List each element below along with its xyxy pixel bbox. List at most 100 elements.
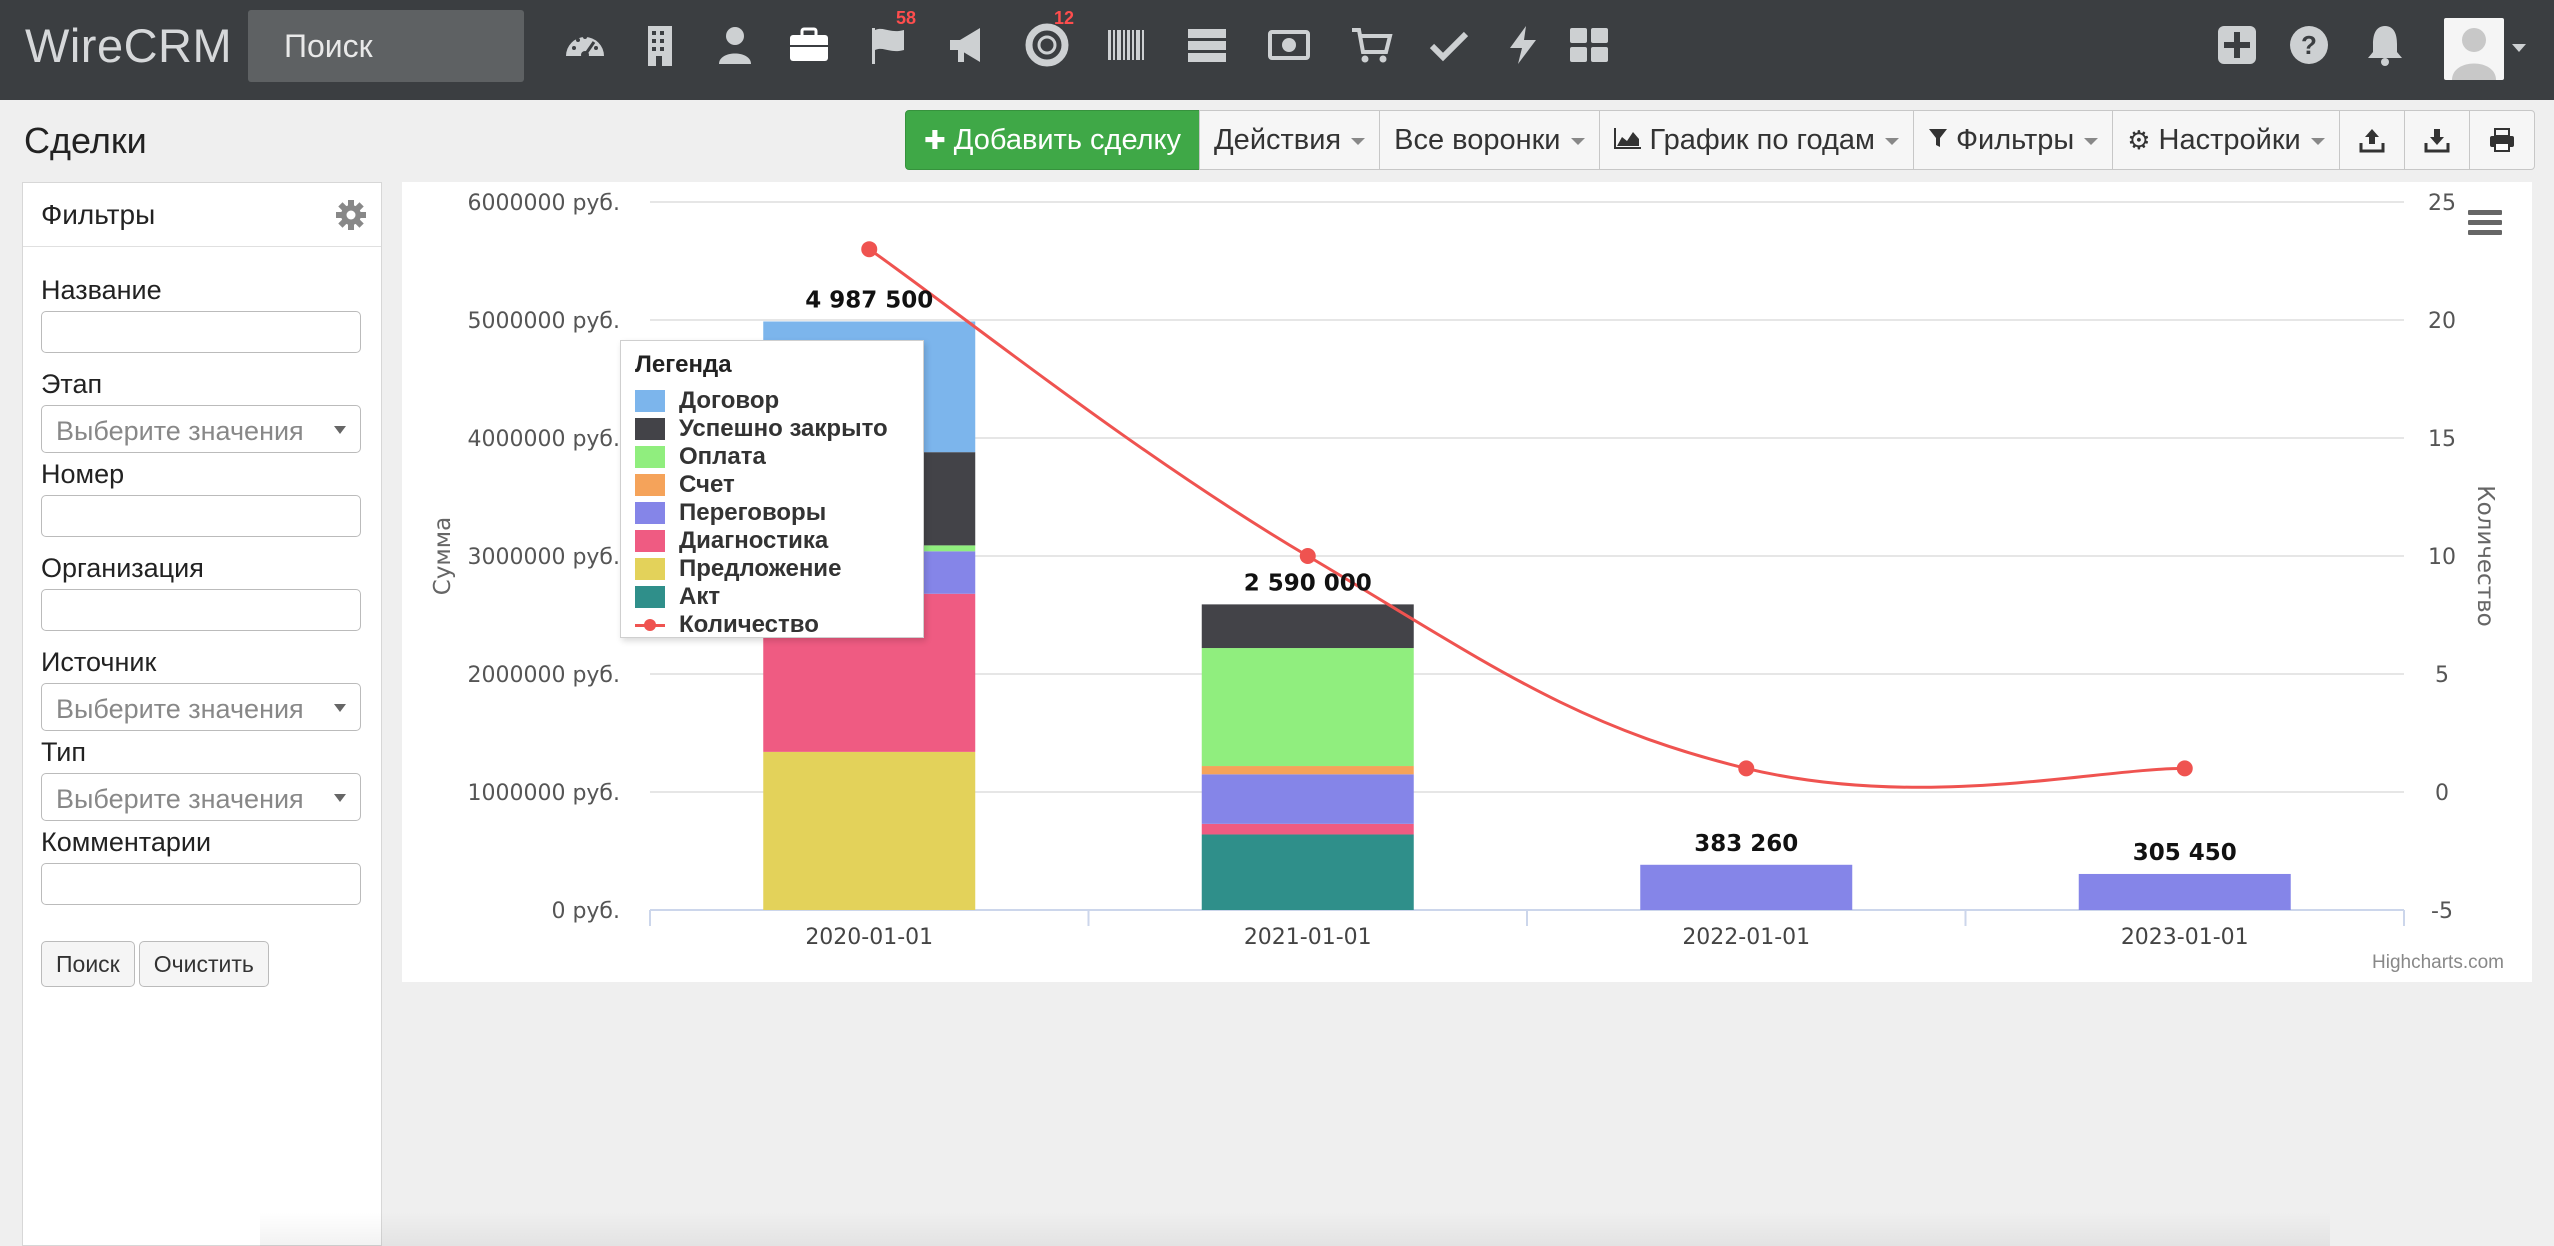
legend-item[interactable]: Переговоры [635,499,909,527]
server-icon[interactable] [1184,22,1230,68]
bar-total-label: 383 260 [1694,831,1798,857]
bar-total-label: 4 987 500 [805,287,933,313]
filter-stage-select[interactable]: Выберите значения [41,405,361,453]
import-button[interactable] [2403,110,2470,170]
y-tick-label: 4000000 руб. [467,427,620,452]
legend-swatch [635,446,665,468]
count-point [861,241,878,258]
bar-segment [1201,834,1414,910]
y-tick-label: 5000000 руб. [467,309,620,334]
plus-square-icon[interactable] [2214,22,2260,68]
legend-swatch [635,502,665,524]
actions-dropdown[interactable]: Действия [1199,110,1381,170]
export-button[interactable] [2338,110,2405,170]
settings-dropdown[interactable]: ⚙ Настройки [2112,110,2340,170]
legend-item[interactable]: Акт [635,583,909,611]
legend-item[interactable]: Оплата [635,443,909,471]
legend-item[interactable]: Успешно закрыто [635,415,909,443]
filter-search-button[interactable]: Поиск [41,941,135,987]
help-icon[interactable]: ? [2286,22,2332,68]
filters-panel-header: Фильтры [23,183,381,247]
actions-label: Действия [1214,123,1342,156]
chart-credits[interactable]: Highcharts.com [2372,952,2504,973]
legend-label: Предложение [679,555,842,582]
filters-actions: Поиск Очистить [41,941,363,987]
download-icon [2424,129,2450,153]
chevron-down-icon[interactable] [2512,44,2526,52]
print-button[interactable] [2468,110,2535,170]
check-icon[interactable] [1426,22,1472,68]
user-avatar[interactable] [2444,18,2504,80]
app-logo[interactable]: WireCRM [25,19,233,72]
x-tick-label: 2023-01-01 [2121,925,2249,950]
lifebuoy-icon[interactable]: 12 [1024,8,1074,68]
grid-icon[interactable] [1566,22,1612,68]
filter-stage-label: Этап [41,369,103,399]
bar-segment [1201,823,1414,835]
funnels-dropdown[interactable]: Все воронки [1379,110,1600,170]
legend-label: Переговоры [679,499,827,526]
add-deal-button[interactable]: ✚ Добавить сделку [905,110,1201,170]
filter-organization-input[interactable] [41,589,361,631]
gear-icon[interactable] [335,199,367,231]
legend-item[interactable]: Предложение [635,555,909,583]
legend-item[interactable]: Счет [635,471,909,499]
y2-tick-label: 25 [2428,191,2456,216]
megaphone-icon[interactable] [944,22,990,68]
plus-icon: ✚ [924,124,946,155]
filter-comments-input[interactable] [41,863,361,905]
filter-number-label: Номер [41,459,125,489]
legend-swatch [635,530,665,552]
caret-down-icon [1570,138,1585,145]
legend-label: Диагностика [679,527,829,554]
legend-swatch [635,474,665,496]
filter-name-input[interactable] [41,311,361,353]
y-tick-label: 6000000 руб. [467,191,620,216]
legend-label: Количество [679,611,819,638]
filter-source-label: Источник [41,647,157,677]
filter-clear-button[interactable]: Очистить [138,941,269,987]
filter-type-label: Тип [41,737,87,767]
legend-item[interactable]: Договор [635,387,909,415]
bolt-icon[interactable] [1500,22,1546,68]
legend-label: Успешно закрыто [679,415,888,442]
user-icon[interactable] [712,22,758,68]
page-bottom-shadow [260,1212,2330,1246]
cart-icon[interactable] [1348,22,1394,68]
barcode-icon[interactable] [1104,22,1150,68]
bell-icon[interactable] [2362,22,2408,68]
filter-type-select[interactable]: Выберите значения [41,773,361,821]
legend-item[interactable]: Количество [635,611,909,639]
filters-dropdown[interactable]: Фильтры [1912,110,2114,170]
page-title: Сделки [24,120,147,161]
money-icon[interactable] [1266,22,1312,68]
building-icon[interactable] [638,22,684,68]
y2-tick-label: -5 [2431,899,2453,924]
chart-by-years-dropdown[interactable]: График по годам [1598,110,1914,170]
dashboard-icon[interactable] [562,22,608,68]
briefcase-icon[interactable] [786,22,832,68]
funnel-icon [1928,125,1948,156]
print-icon [2489,128,2514,152]
flag-icon[interactable]: 58 [866,8,916,68]
filter-number-input[interactable] [41,495,361,537]
caret-down-icon [2084,138,2099,145]
x-tick-label: 2020-01-01 [805,925,933,950]
filters-panel-title: Фильтры [41,198,156,230]
filter-source-select[interactable]: Выберите значения [41,683,361,731]
svg-text:?: ? [2301,30,2317,60]
add-deal-label: Добавить сделку [953,123,1182,156]
y2-tick-label: 0 [2435,781,2449,806]
filters-panel: Фильтры Название Этап Выберите значения … [22,182,382,1246]
legend-item[interactable]: Диагностика [635,527,909,555]
flag-badge: 58 [896,8,917,28]
bar-segment [1201,774,1414,824]
filters-label: Фильтры [1955,123,2075,156]
bar-segment [2078,873,2291,910]
upload-icon [2359,129,2385,153]
filter-comments-label: Комментарии [41,827,212,857]
chart-menu-icon[interactable] [2468,210,2502,238]
global-search-input[interactable]: Поиск [248,10,524,82]
bar-segment [763,751,976,910]
caret-down-icon [1884,138,1899,145]
